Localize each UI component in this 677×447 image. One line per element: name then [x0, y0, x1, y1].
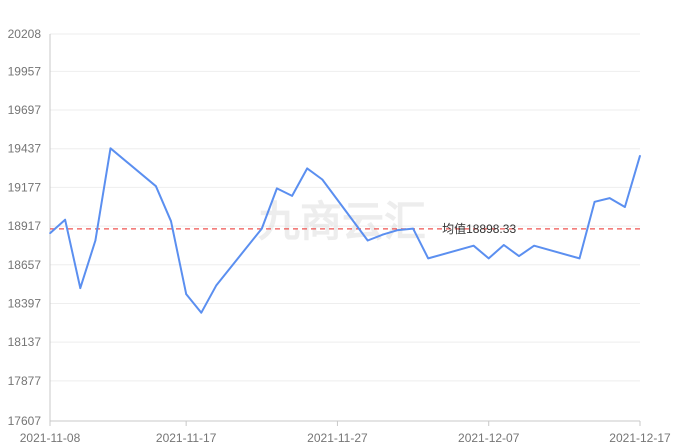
x-tick-label: 2021-11-27 — [307, 431, 368, 445]
data-point — [200, 311, 203, 314]
average-label: 均值18898.33 — [442, 221, 516, 236]
y-tick-label: 19957 — [8, 64, 42, 78]
x-tick-label: 2021-11-17 — [156, 431, 217, 445]
data-point — [49, 232, 51, 235]
series-layer — [49, 147, 641, 314]
x-tick-label: 2021-12-17 — [609, 431, 671, 445]
data-point — [397, 229, 399, 231]
y-axis: 17607 17877 18137 18397 18657 18917 19177 19437… — [8, 27, 51, 428]
data-point — [624, 206, 626, 208]
y-tick-label: 19177 — [8, 180, 42, 194]
data-point — [472, 244, 475, 247]
x-tick-label: 2021-11-08 — [20, 431, 81, 445]
data-point — [503, 244, 505, 246]
data-point — [427, 257, 430, 260]
data-point — [593, 201, 596, 203]
data-point — [382, 233, 384, 236]
y-tick-label: 18137 — [8, 335, 42, 349]
data-point — [533, 244, 535, 247]
y-tick-label: 18657 — [8, 258, 42, 272]
data-point — [276, 187, 278, 190]
data-point — [366, 239, 369, 242]
data-point — [215, 284, 218, 286]
average-line-layer: 均值18898.33 — [50, 221, 640, 236]
data-point — [170, 220, 172, 222]
y-tick-label: 20208 — [8, 27, 42, 41]
data-point — [412, 227, 414, 230]
data-point — [155, 185, 157, 188]
y-tick-label: 18917 — [8, 219, 42, 233]
data-point — [291, 195, 293, 197]
data-point — [185, 293, 187, 295]
y-tick-label: 18397 — [8, 296, 42, 310]
y-tick-label: 17607 — [8, 414, 42, 428]
data-point — [639, 154, 641, 157]
data-point — [94, 239, 97, 242]
data-point — [306, 167, 308, 170]
data-point — [64, 218, 66, 221]
x-tick-label: 2021-12-07 — [458, 431, 520, 445]
data-point — [79, 287, 82, 289]
data-point — [578, 257, 581, 260]
series-line — [49, 147, 641, 314]
data-point — [608, 197, 611, 199]
x-axis: 2021-11-08 2021-11-17 2021-11-27 2021-12-07… — [20, 420, 671, 445]
data-point — [487, 257, 490, 260]
y-tick-label: 19437 — [8, 142, 42, 156]
y-tick-label: 19697 — [8, 103, 42, 117]
data-point — [518, 255, 520, 257]
data-point — [321, 178, 324, 181]
data-point — [260, 227, 263, 230]
data-point — [109, 147, 112, 150]
y-tick-label: 17877 — [8, 374, 42, 388]
grid-layer — [50, 33, 640, 382]
